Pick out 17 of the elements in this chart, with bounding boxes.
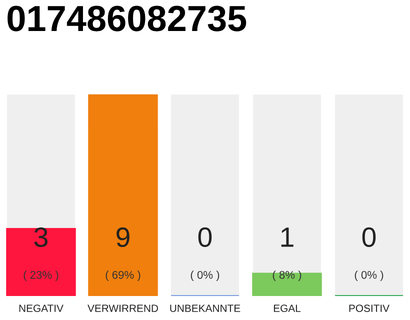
data-label: 3 xyxy=(34,227,48,248)
x-tick-label: EGAL xyxy=(274,304,301,312)
annotation: ( 8% ) xyxy=(272,270,302,282)
data-label: 1 xyxy=(281,228,294,247)
x-tick-label: NEGATIV xyxy=(19,304,64,312)
annotation: ( 0% ) xyxy=(190,270,220,282)
data-label: 9 xyxy=(116,227,130,248)
annotation: ( 0% ) xyxy=(354,270,384,282)
x-tick-label: VERWIRREND xyxy=(88,304,158,312)
annotation: ( 23% ) xyxy=(24,270,58,282)
bar xyxy=(252,272,322,296)
chart-title: 017486082735 xyxy=(8,6,246,32)
x-tick-label: UNBEKANNTE xyxy=(170,304,240,312)
data-label: 0 xyxy=(362,227,376,248)
annotation: ( 69% ) xyxy=(106,270,140,282)
data-label: 0 xyxy=(198,227,212,248)
x-tick-label: POSITIV xyxy=(349,304,390,312)
